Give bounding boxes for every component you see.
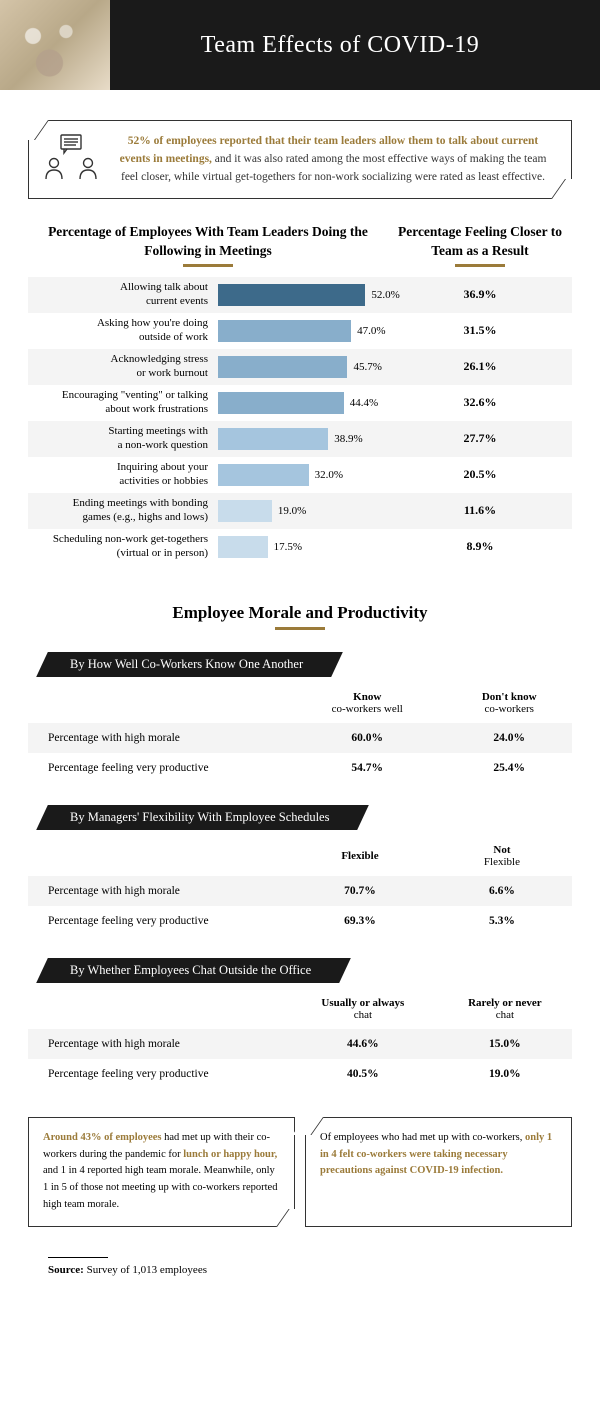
bar-fill: 52.0% [218,284,365,306]
bottom-callouts: Around 43% of employees had met up with … [28,1117,572,1227]
bar-track: 52.0% [218,284,388,306]
col-header: Not Flexible [432,834,572,876]
table-cell: 19.0% [438,1059,572,1089]
table-cell: 6.6% [432,876,572,906]
bar-label: Ending meetings with bondinggames (e.g.,… [28,497,218,525]
chart-headers: Percentage of Employees With Team Leader… [28,223,572,276]
bar-label: Starting meetings witha non-work questio… [28,425,218,453]
data-table: FlexibleNot Flexible Percentage with high… [28,834,572,936]
bar-label: Scheduling non-work get-togethers(virtua… [28,533,218,561]
bar-track: 32.0% [218,464,388,486]
bar-fill: 38.9% [218,428,328,450]
bottom-box-2: Of employees who had met up with co-work… [305,1117,572,1227]
table-cell: 70.7% [288,876,432,906]
bar-track: 38.9% [218,428,388,450]
bar-row: Ending meetings with bondinggames (e.g.,… [28,493,572,529]
bar-value: 47.0% [357,325,385,337]
table-cell: 44.6% [288,1029,438,1059]
table-row-label: Percentage feeling very productive [28,906,288,936]
bar-track: 47.0% [218,320,388,342]
bar-fill: 19.0% [218,500,272,522]
bar-fill: 47.0% [218,320,351,342]
table-cell: 69.3% [288,906,432,936]
header-photo [0,0,110,90]
data-table: Knowco-workers wellDon't knowco-workers P… [28,681,572,783]
page-header: Team Effects of COVID-19 [0,0,600,90]
bar-row: Allowing talk aboutcurrent events52.0%36… [28,277,572,313]
col-header: Flexible [288,834,432,876]
bar-track: 44.4% [218,392,388,414]
bar-chart: Allowing talk aboutcurrent events52.0%36… [28,277,572,565]
morale-title: Employee Morale and Productivity [28,603,572,630]
table-cell: 54.7% [288,753,446,783]
closer-value: 32.6% [388,395,572,410]
bar-track: 45.7% [218,356,388,378]
bar-row: Scheduling non-work get-togethers(virtua… [28,529,572,565]
callout-text: 52% of employees reported that their tea… [113,133,553,186]
bar-fill: 17.5% [218,536,268,558]
bar-row: Encouraging "venting" or talkingabout wo… [28,385,572,421]
bar-row: Asking how you're doingoutside of work47… [28,313,572,349]
source: Source: Survey of 1,013 employees [48,1257,572,1276]
table-row-label: Percentage feeling very productive [28,753,288,783]
bar-label: Asking how you're doingoutside of work [28,317,218,345]
closer-value: 11.6% [388,503,572,518]
bar-fill: 32.0% [218,464,309,486]
bar-value: 32.0% [315,469,343,481]
bar-value: 52.0% [371,289,399,301]
closer-value: 26.1% [388,359,572,374]
bar-value: 44.4% [350,397,378,409]
col-header: Don't knowco-workers [446,681,572,723]
bottom-box-1: Around 43% of employees had met up with … [28,1117,295,1227]
morale-table: By Whether Employees Chat Outside the Of… [28,958,572,1089]
closer-value: 8.9% [388,539,572,554]
bar-label: Encouraging "venting" or talkingabout wo… [28,389,218,417]
col-header: Usually or always chat [288,987,438,1029]
bar-fill: 44.4% [218,392,344,414]
bar-value: 38.9% [334,433,362,445]
bar-label: Allowing talk aboutcurrent events [28,281,218,309]
bar-value: 19.0% [278,505,306,517]
closer-value: 27.7% [388,431,572,446]
table-cell: 60.0% [288,723,446,753]
table-row-label: Percentage with high morale [28,723,288,753]
table-header: By How Well Co-Workers Know One Another [54,652,325,677]
col-header: Rarely or never chat [438,987,572,1029]
chart-right-title: Percentage Feeling Closer to Team as a R… [388,223,572,276]
bar-label: Acknowledging stressor work burnout [28,353,218,381]
morale-table: By How Well Co-Workers Know One Another K… [28,652,572,783]
table-cell: 24.0% [446,723,572,753]
bar-row: Acknowledging stressor work burnout45.7%… [28,349,572,385]
bar-fill: 45.7% [218,356,347,378]
bar-row: Starting meetings witha non-work questio… [28,421,572,457]
closer-value: 36.9% [388,287,572,302]
table-row-label: Percentage with high morale [28,1029,288,1059]
page-title: Team Effects of COVID-19 [110,32,600,59]
col-header: Knowco-workers well [288,681,446,723]
bar-track: 19.0% [218,500,388,522]
closer-value: 31.5% [388,323,572,338]
table-cell: 5.3% [432,906,572,936]
bar-row: Inquiring about youractivities or hobbie… [28,457,572,493]
closer-value: 20.5% [388,467,572,482]
table-cell: 40.5% [288,1059,438,1089]
table-cell: 15.0% [438,1029,572,1059]
discussion-icon [43,133,99,186]
table-row-label: Percentage feeling very productive [28,1059,288,1089]
morale-table: By Managers' Flexibility With Employee S… [28,805,572,936]
summary-callout: 52% of employees reported that their tea… [28,120,572,199]
data-table: Usually or always chatRarely or never ch… [28,987,572,1089]
table-row-label: Percentage with high morale [28,876,288,906]
bar-track: 17.5% [218,536,388,558]
bar-value: 45.7% [353,361,381,373]
bar-value: 17.5% [274,541,302,553]
table-header: By Whether Employees Chat Outside the Of… [54,958,333,983]
table-cell: 25.4% [446,753,572,783]
bar-label: Inquiring about youractivities or hobbie… [28,461,218,489]
table-header: By Managers' Flexibility With Employee S… [54,805,351,830]
chart-left-title: Percentage of Employees With Team Leader… [28,223,388,276]
